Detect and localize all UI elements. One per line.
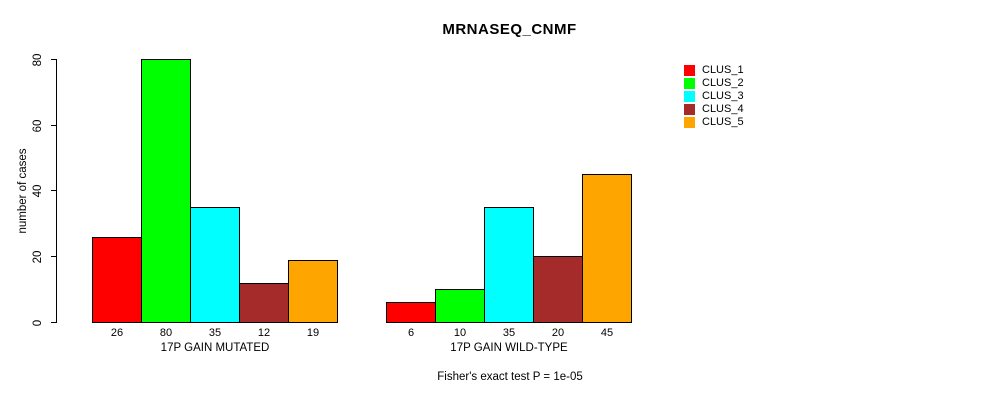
legend-swatch — [684, 65, 695, 76]
subtitle: Fisher's exact test P = 1e-05 — [437, 371, 583, 383]
bar-value-label: 35 — [502, 327, 516, 339]
legend-label: CLUS_5 — [702, 116, 744, 128]
bar-clus_2 — [141, 59, 191, 323]
bar-value-label: 12 — [257, 327, 271, 339]
y-axis-tick — [51, 256, 56, 257]
legend-swatch — [684, 104, 695, 115]
bar-clus_1 — [92, 237, 142, 323]
y-axis-tick-label: 80 — [32, 53, 44, 66]
y-axis-tick — [51, 190, 56, 191]
y-axis-title: number of cases — [17, 148, 29, 234]
legend-item: CLUS_1 — [684, 65, 744, 76]
bar-value-label: 19 — [306, 327, 320, 339]
legend-item: CLUS_5 — [684, 117, 744, 128]
legend-label: CLUS_3 — [702, 90, 744, 102]
bar-value-label: 6 — [407, 327, 415, 339]
legend-swatch — [684, 91, 695, 102]
x-axis-group-label: 17P GAIN WILD-TYPE — [450, 342, 568, 354]
bar-value-label: 26 — [110, 327, 124, 339]
legend-item: CLUS_3 — [684, 91, 744, 102]
bar-clus_1 — [386, 302, 436, 323]
legend-swatch — [684, 78, 695, 89]
y-axis-tick — [51, 59, 56, 60]
x-axis-group-label: 17P GAIN MUTATED — [160, 342, 270, 354]
bar-value-label: 35 — [208, 327, 222, 339]
legend-item: CLUS_4 — [684, 104, 744, 115]
bar-value-label: 10 — [453, 327, 467, 339]
y-axis-tick — [51, 125, 56, 126]
y-axis-line — [56, 59, 57, 323]
legend-item: CLUS_2 — [684, 78, 744, 89]
bar-value-label: 80 — [159, 327, 173, 339]
bar-clus_2 — [435, 289, 485, 323]
legend: CLUS_1 CLUS_2 CLUS_3 CLUS_4 CLUS_5 — [684, 65, 744, 128]
bar-clus_3 — [190, 207, 240, 323]
bar-clus_5 — [582, 174, 632, 323]
y-axis-tick-label: 60 — [32, 119, 44, 132]
bar-clus_4 — [533, 256, 583, 323]
bar-clus_5 — [288, 260, 338, 323]
bar-clus_3 — [484, 207, 534, 323]
y-axis-tick-label: 20 — [32, 250, 44, 263]
legend-label: CLUS_4 — [702, 103, 744, 115]
bar-value-label: 20 — [551, 327, 565, 339]
chart-title: MRNASEQ_CNMF — [442, 21, 577, 38]
bar-clus_4 — [239, 283, 289, 323]
y-axis-tick-label: 0 — [32, 319, 44, 326]
y-axis-tick-label: 40 — [32, 184, 44, 197]
bar-value-label: 45 — [600, 327, 614, 339]
legend-label: CLUS_2 — [702, 77, 744, 89]
legend-swatch — [684, 117, 695, 128]
legend-label: CLUS_1 — [702, 64, 744, 76]
y-axis-tick — [51, 322, 56, 323]
